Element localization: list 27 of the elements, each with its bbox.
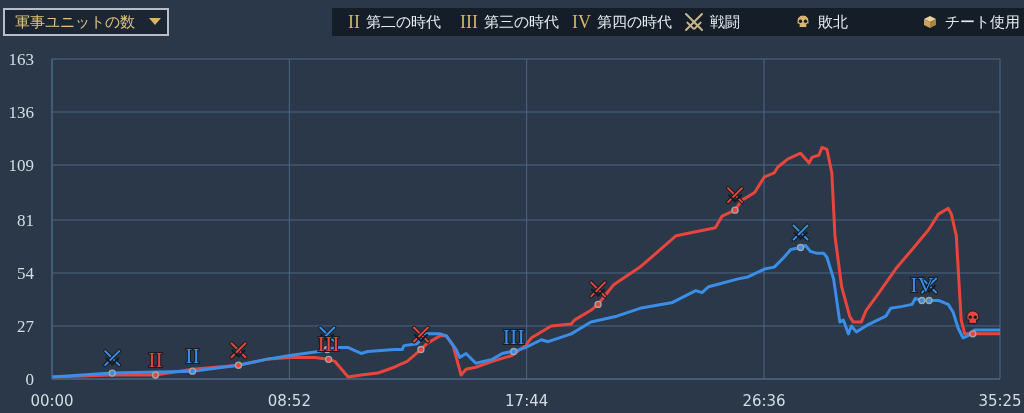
text: II bbox=[348, 11, 360, 32]
text: 戦闘 bbox=[710, 12, 740, 32]
y-tick-label: 54 bbox=[17, 264, 35, 284]
point bbox=[918, 296, 926, 305]
text: 第三の時代 bbox=[483, 12, 559, 32]
x-tick-label: 26:36 bbox=[742, 391, 786, 410]
y-tick-label: 27 bbox=[17, 317, 35, 337]
data-label: II bbox=[148, 347, 163, 373]
text: IV bbox=[572, 11, 591, 32]
text: 敗北 bbox=[818, 12, 848, 32]
y-tick-label: 136 bbox=[8, 103, 34, 123]
y-tick-label: 81 bbox=[17, 211, 34, 231]
data-label: III bbox=[502, 323, 525, 349]
y-tick-label: 0 bbox=[25, 370, 34, 390]
x-tick-label: 00:00 bbox=[30, 391, 74, 410]
x-tick-label: 35:25 bbox=[978, 391, 1022, 410]
text: チート使用 bbox=[945, 12, 1020, 32]
point bbox=[969, 330, 977, 338]
text: 第二の時代 bbox=[366, 12, 441, 32]
y-tick-label: 109 bbox=[8, 156, 34, 176]
x-tick-label: 08:52 bbox=[267, 391, 311, 410]
data-label: II bbox=[185, 343, 200, 369]
x-tick-label: 17:44 bbox=[505, 391, 549, 410]
y-tick-label: 163 bbox=[8, 50, 34, 70]
text: 第四の時代 bbox=[597, 12, 672, 32]
chart-title: 軍事ユニットの数 bbox=[15, 12, 135, 32]
text: III bbox=[460, 11, 478, 32]
